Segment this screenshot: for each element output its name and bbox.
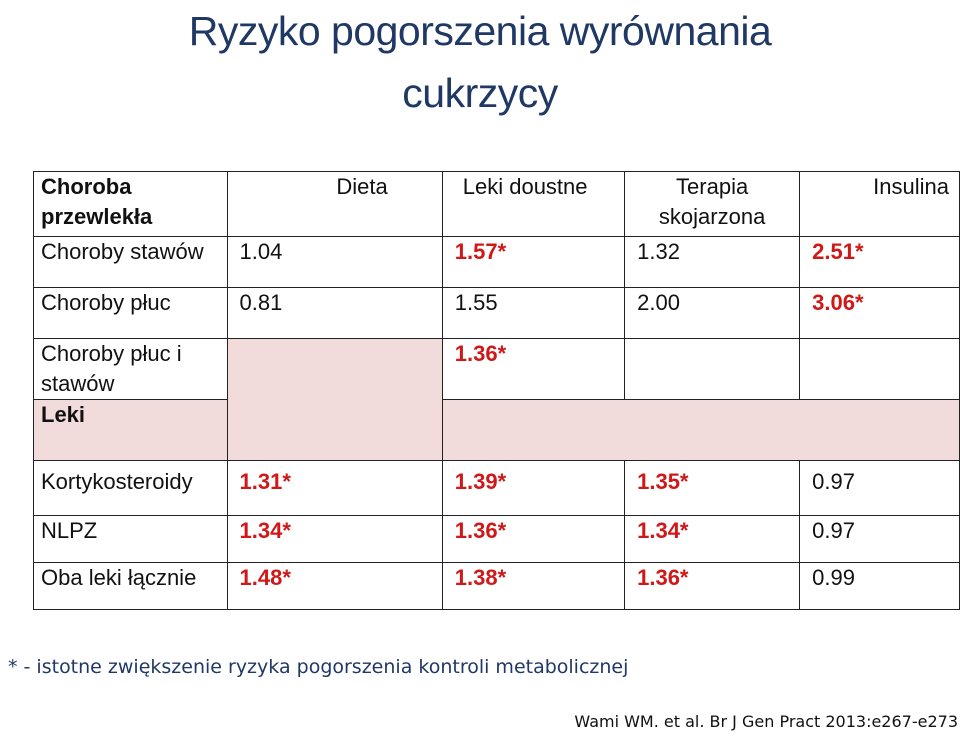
title-line-2: cukrzycy <box>402 70 558 116</box>
section-fill <box>441 399 960 461</box>
cell-value: 0.81 <box>226 287 443 339</box>
cell-value-significant: 1.36* <box>624 562 801 610</box>
cell-value-significant: 1.34* <box>624 515 801 563</box>
header-dieta: Dieta <box>226 171 443 237</box>
cell-value: 0.97 <box>799 460 960 516</box>
row-label: Choroby płuc <box>33 287 228 339</box>
cell-value: 1.55 <box>441 287 626 339</box>
empty-cell <box>799 338 960 400</box>
table-row: NLPZ 1.34* 1.36* 1.34* 0.97 <box>33 515 960 563</box>
row-label: Oba leki łącznie <box>33 562 228 610</box>
cell-value-significant: 1.31* <box>226 460 443 516</box>
row-label: Choroby płuc i stawów <box>33 338 228 400</box>
row-label: Choroby stawów <box>33 236 228 288</box>
cell-value-significant: 1.38* <box>441 562 626 610</box>
table-header-row: Choroba przewlekła Dieta Leki doustne Te… <box>33 171 960 237</box>
header-leki-doustne: Leki doustne <box>441 171 626 237</box>
cell-value: 2.00 <box>624 287 801 339</box>
row-label: NLPZ <box>33 515 228 563</box>
header-terapia-skojarzona: Terapia skojarzona <box>624 171 801 237</box>
cell-value-significant: 3.06* <box>799 287 960 339</box>
section-row-leki: Leki <box>33 399 960 461</box>
cell-value-significant: 1.36* <box>441 338 626 400</box>
row-label: Kortykosteroidy <box>33 460 228 516</box>
table-row: Oba leki łącznie 1.48* 1.38* 1.36* 0.99 <box>33 562 960 610</box>
table-row: Choroby stawów 1.04 1.57* 1.32 2.51* <box>33 236 960 288</box>
empty-cell <box>226 338 443 461</box>
cell-value: 0.97 <box>799 515 960 563</box>
cell-value: 0.99 <box>799 562 960 610</box>
empty-cell <box>624 338 801 400</box>
cell-value-significant: 1.35* <box>624 460 801 516</box>
cell-value: 1.04 <box>226 236 443 288</box>
title-line-1: Ryzyko pogorszenia wyrównania <box>188 8 772 54</box>
header-insulina: Insulina <box>799 171 960 237</box>
cell-value: 1.32 <box>624 236 801 288</box>
cell-value-significant: 1.36* <box>441 515 626 563</box>
cell-value-significant: 1.57* <box>441 236 626 288</box>
cell-value-significant: 1.48* <box>226 562 443 610</box>
table-row: Choroby płuc 0.81 1.55 2.00 3.06* <box>33 287 960 339</box>
cell-value-significant: 2.51* <box>799 236 960 288</box>
footnote: * - istotne zwiększenie ryzyka pogorszen… <box>8 656 629 678</box>
page-title: Ryzyko pogorszenia wyrównania cukrzycy <box>0 0 960 124</box>
risk-table: Choroba przewlekła Dieta Leki doustne Te… <box>33 171 960 610</box>
cell-value-significant: 1.34* <box>226 515 443 563</box>
table-row: Kortykosteroidy 1.31* 1.39* 1.35* 0.97 <box>33 460 960 516</box>
table-row: Choroby płuc i stawów 1.36* <box>33 338 960 461</box>
citation: Wami WM. et al. Br J Gen Pract 2013:e267… <box>574 712 958 731</box>
cell-value-significant: 1.39* <box>441 460 626 516</box>
header-row-label: Choroba przewlekła <box>33 171 228 237</box>
section-label-leki: Leki <box>33 399 228 461</box>
